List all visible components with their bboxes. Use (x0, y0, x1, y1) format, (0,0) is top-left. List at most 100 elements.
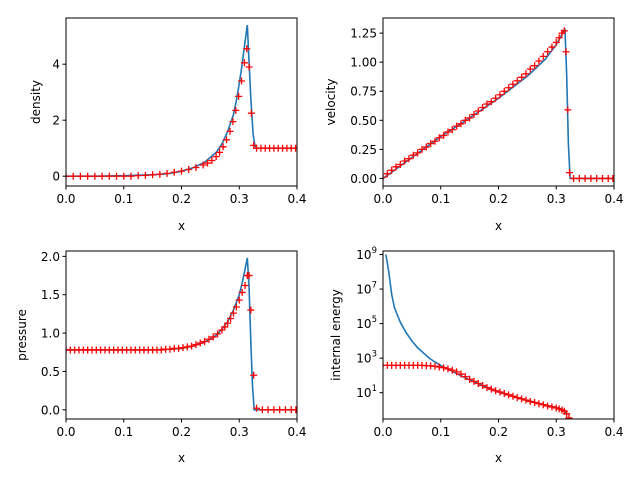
internal-energy-xtick-label: 0.0 (373, 425, 392, 439)
internal-energy-marker-point (492, 387, 500, 395)
velocity-marker-point (401, 157, 409, 165)
internal-energy-marker-point (509, 392, 517, 400)
pressure-marker-point (221, 323, 229, 331)
velocity-marker-point (418, 145, 426, 153)
density-marker-point (69, 172, 77, 180)
velocity-marker-point (383, 170, 391, 178)
density-xtick-label: 0.2 (172, 192, 191, 206)
pressure-ytick-label: 0.0 (41, 403, 60, 417)
internal-energy-marker-point (479, 382, 487, 390)
pressure-marker-point (238, 288, 246, 296)
velocity-marker-point (535, 57, 543, 65)
density-marker-point (185, 165, 193, 173)
velocity-marker-point (509, 80, 517, 88)
internal-energy-subplot: 0.0 0.1 0.2 0.3 0.4 101 103 105 107 109 x interna… (329, 246, 624, 465)
internal-energy-xlabel: x (495, 451, 502, 465)
pressure-marker-point (235, 296, 243, 304)
density-ytick-label: 2 (52, 114, 60, 128)
velocity-marker-point (522, 70, 530, 78)
velocity-subplot: 0.0 0.1 0.2 0.3 0.40.000.250.500.751.001.25 … (324, 17, 624, 233)
density-marker-point (141, 171, 149, 179)
density-marker-point (223, 136, 231, 144)
internal-energy-marker-point (474, 380, 482, 388)
velocity-marker-point (548, 43, 556, 51)
velocity-marker-point (457, 120, 465, 128)
internal-energy-marker-point (435, 363, 443, 371)
velocity-marker-point (562, 48, 570, 56)
density-marker-point (232, 106, 240, 114)
velocity-marker-point (552, 38, 560, 46)
pressure-marker-point (188, 342, 196, 350)
velocity-marker-point (470, 110, 478, 118)
pressure-marker-point (166, 345, 174, 353)
velocity-ytick-label: 0.25 (350, 143, 377, 157)
pressure-xtick-label: 0.0 (56, 425, 75, 439)
density-marker-point (134, 172, 142, 180)
velocity-ytick-label: 0.50 (350, 114, 377, 128)
velocity-marker-point (422, 143, 430, 151)
pressure-marker-point (247, 306, 255, 314)
internal-energy-marker-point (505, 391, 513, 399)
density-xtick-label: 0.0 (56, 192, 75, 206)
velocity-marker-point (560, 27, 568, 35)
velocity-marker-point (431, 137, 439, 145)
velocity-marker-point (461, 116, 469, 124)
internal-energy-marker-point (487, 385, 495, 393)
internal-energy-marker-point (461, 373, 469, 381)
density-marker-point (178, 167, 185, 175)
pressure-xtick-label: 0.4 (287, 425, 306, 439)
density-marker-point (105, 172, 113, 180)
internal-energy-marker-point (548, 403, 556, 411)
pressure-marker-point (241, 282, 249, 290)
pressure-xtick-label: 0.1 (114, 425, 133, 439)
density-marker-point (199, 161, 207, 169)
density-marker-point (216, 148, 224, 156)
internal-energy-ytick-label: 101 (356, 384, 377, 400)
pressure-marker-point (175, 344, 183, 352)
pressure-axes-frame (65, 250, 298, 420)
internal-energy-marker-point (457, 370, 465, 378)
density-xtick-label: 0.3 (230, 192, 249, 206)
pressure-marker-point (250, 371, 258, 379)
pressure-ytick-label: 1.0 (41, 327, 60, 341)
density-marker-point (245, 63, 253, 71)
internal-energy-ytick-label: 109 (356, 246, 377, 262)
internal-energy-marker-point (565, 414, 573, 419)
velocity-marker-point (392, 163, 400, 171)
velocity-ytick-label: 0.00 (350, 172, 377, 186)
pressure-marker-point (183, 343, 191, 351)
velocity-ylabel: velocity (324, 79, 338, 126)
density-marker-point (170, 168, 178, 176)
velocity-marker-point (466, 114, 474, 122)
density-axes-frame (65, 17, 298, 187)
velocity-marker-point (435, 134, 443, 142)
internal-energy-marker-point (518, 395, 526, 403)
internal-energy-marker-point (440, 364, 448, 372)
velocity-xtick-label: 0.1 (431, 192, 450, 206)
pressure-plot-area: 0.0 0.1 0.2 0.3 0.4 0.0 0.5 1.0 1.5 2.0 (41, 250, 307, 439)
density-marker-point (238, 77, 246, 85)
velocity-marker-point (383, 173, 387, 181)
density-ytick-label: 4 (52, 58, 60, 72)
velocity-marker-point (444, 128, 452, 136)
velocity-marker-point (513, 77, 521, 85)
velocity-marker-point (566, 169, 574, 177)
internal-energy-marker-point (535, 400, 543, 408)
velocity-marker-point (518, 73, 526, 81)
pressure-marker-point (292, 406, 297, 414)
pressure-ylabel: pressure (15, 309, 29, 361)
velocity-marker-point (396, 160, 404, 168)
density-plot-area: 0.0 0.1 0.2 0.3 0.4 0 2 4 (52, 17, 307, 206)
density-marker-point (113, 172, 121, 180)
velocity-marker-point (409, 151, 417, 159)
internal-energy-ylabel: internal energy (329, 289, 343, 381)
density-xlabel: x (178, 219, 185, 233)
density-subplot: 0.0 0.1 0.2 0.3 0.4 0 2 4 x density (29, 17, 307, 233)
velocity-marker-point (531, 62, 539, 70)
pressure-marker-point (253, 404, 261, 412)
velocity-xtick-label: 0.4 (604, 192, 623, 206)
pressure-marker-point (209, 333, 217, 341)
velocity-plot-area: 0.0 0.1 0.2 0.3 0.4 0.00 0.25 0.50 0.75 1.00 1.25 (350, 17, 624, 206)
internal-energy-marker-point (522, 396, 530, 404)
